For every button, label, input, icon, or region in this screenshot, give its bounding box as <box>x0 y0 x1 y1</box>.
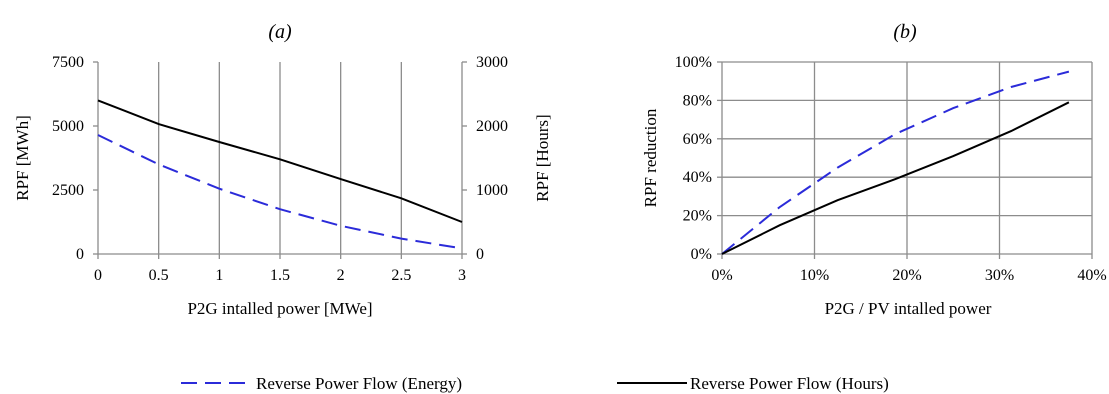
panel-a-grid <box>158 62 402 254</box>
panel-b-x-tick-label: 10% <box>800 267 829 284</box>
panel-b-x-label: P2G / PV intalled power <box>825 299 992 318</box>
panel-b-y-ticks: 0% 20% 40% 60% 80% 100% <box>675 54 722 263</box>
panel-a-y2-tick-label: 1000 <box>476 182 508 199</box>
legend-label-energy: Reverse Power Flow (Energy) <box>256 374 462 393</box>
panel-a-series-hours-line <box>97 99 463 223</box>
panel-b-x-tick-label: 40% <box>1077 267 1106 284</box>
panel-a-series-energy-line <box>97 134 463 250</box>
panel-a-y-label: RPF [MWh] <box>13 115 32 200</box>
panel-b-grid <box>722 61 1093 254</box>
panel-b-x-tick-label: 30% <box>985 267 1014 284</box>
panel-a-x-tick-label: 3 <box>458 267 466 284</box>
panel-b-y-tick-label: 60% <box>683 131 712 148</box>
panel-a-x-tick-label: 0 <box>94 267 102 284</box>
panel-a-x-tick-label: 1.5 <box>270 267 290 284</box>
panel-b-y-tick-label: 20% <box>683 208 712 225</box>
panel-b-title: (b) <box>893 21 917 43</box>
panel-b-series-hours-line <box>721 101 1070 255</box>
panel-a-y-tick-label: 7500 <box>52 54 84 71</box>
panel-b-x-tick-label: 20% <box>892 267 921 284</box>
panel-b-y-tick-label: 40% <box>683 169 712 186</box>
panel-b-y-label: RPF reduction <box>641 108 660 207</box>
panel-a: (a) 0 0.5 1 1.5 2 2.5 3 0 2500 5000 7500 0 1000 200… <box>13 21 552 318</box>
panel-a-x-tick-label: 2.5 <box>391 267 411 284</box>
panel-b-series <box>721 70 1070 255</box>
panel-a-y2-tick-label: 0 <box>476 246 484 263</box>
legend-label-hours: Reverse Power Flow (Hours) <box>690 374 889 393</box>
panel-b-x-tick-label: 0% <box>711 267 732 284</box>
panel-a-x-tick-label: 1 <box>215 267 223 284</box>
panel-a-y2-ticks: 0 1000 2000 3000 <box>462 54 508 263</box>
panel-b-series-energy-line <box>721 70 1070 255</box>
panel-a-y-tick-label: 0 <box>76 246 84 263</box>
panel-a-title: (a) <box>268 21 292 43</box>
panel-a-series <box>97 99 463 250</box>
panel-a-y-tick-label: 5000 <box>52 118 84 135</box>
panel-a-x-label: P2G intalled power [MWe] <box>187 299 372 318</box>
panel-b: (b) 0% 10% 20% 30% 40% 0% 20% 40% 60% 80% 100% P2… <box>641 21 1107 318</box>
panel-a-x-ticks: 0 0.5 1 1.5 2 2.5 3 <box>94 254 466 284</box>
panel-a-y2-tick-label: 3000 <box>476 54 508 71</box>
legend: Reverse Power Flow (Energy) Reverse Powe… <box>181 374 889 393</box>
panel-a-y-tick-label: 2500 <box>52 182 84 199</box>
panel-a-y2-tick-label: 2000 <box>476 118 508 135</box>
panel-a-x-tick-label: 0.5 <box>149 267 169 284</box>
panel-b-x-ticks: 0% 10% 20% 30% 40% <box>711 254 1107 284</box>
panel-b-y-tick-label: 100% <box>675 54 712 71</box>
panel-a-y2-label: RPF [Hours] <box>533 114 552 201</box>
panel-b-y-tick-label: 80% <box>683 92 712 109</box>
panel-a-x-tick-label: 2 <box>337 267 345 284</box>
panel-a-y-ticks: 0 2500 5000 7500 <box>52 54 98 263</box>
panel-b-y-tick-label: 0% <box>691 246 712 263</box>
